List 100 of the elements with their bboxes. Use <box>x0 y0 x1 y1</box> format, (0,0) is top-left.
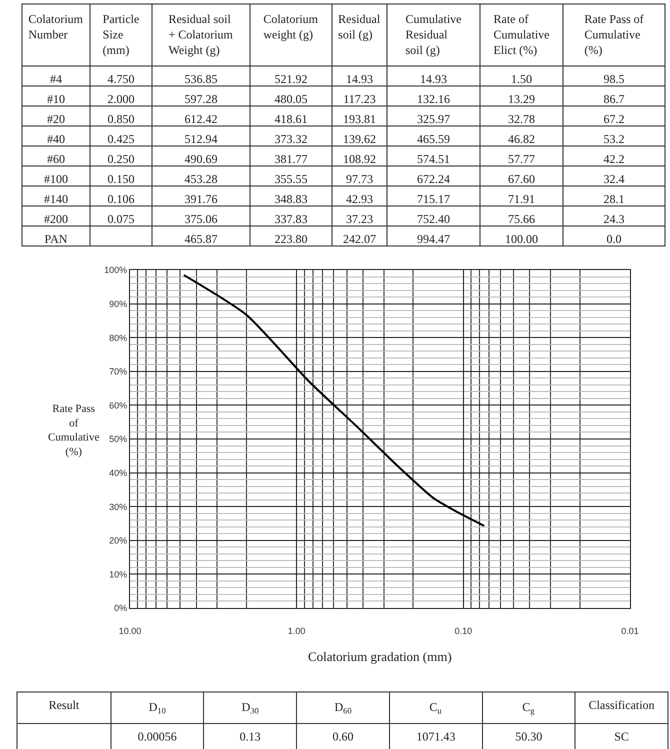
y-tick-label: 60% <box>109 400 128 410</box>
text: 50.30 <box>515 730 542 744</box>
text: SC <box>614 730 629 744</box>
category-label: Classification <box>588 698 655 712</box>
text: 67.2 <box>604 112 624 126</box>
y-tick-label: 90% <box>109 298 128 309</box>
text: #20 <box>47 112 65 126</box>
text: 0.250 <box>108 152 134 166</box>
text: 100.00 <box>505 232 538 246</box>
text: 32.4 <box>604 172 624 186</box>
text: 2.000 <box>108 92 134 106</box>
category-label: Residual soil (g) <box>338 12 381 42</box>
text: #100 <box>44 172 68 186</box>
x-axis-title: Colatorium gradation (mm) <box>308 649 452 664</box>
text: 86.7 <box>604 92 624 106</box>
text: 14.93 <box>420 72 447 86</box>
text: 536.85 <box>184 72 218 86</box>
text: 32.78 <box>508 112 535 126</box>
category-label: D$_{30}$ <box>242 700 259 716</box>
text: 108.92 <box>343 152 376 166</box>
text: 98.5 <box>604 72 624 86</box>
text: 337.83 <box>274 212 308 226</box>
text: 325.97 <box>417 112 450 126</box>
text: 1071.43 <box>416 730 456 744</box>
text: 0.106 <box>108 192 134 206</box>
y-tick-label: 20% <box>109 536 128 546</box>
text: 512.94 <box>184 132 218 146</box>
x-tick-label: 0.01 <box>621 626 639 636</box>
text: 13.29 <box>508 92 535 106</box>
category-label: Rate Pass of Cumulative (%) <box>584 12 644 58</box>
text: 672.24 <box>417 172 450 186</box>
text: PAN <box>44 232 68 246</box>
text: 1.50 <box>511 72 532 86</box>
text: 0.00056 <box>138 730 177 744</box>
text: 574.51 <box>417 152 450 166</box>
y-tick-label: 30% <box>109 502 128 512</box>
y-tick-label: 80% <box>109 332 128 343</box>
text: 42.93 <box>346 192 373 206</box>
text: 4.750 <box>108 72 134 86</box>
category-label: Cumulative Residual soil (g) <box>406 12 462 58</box>
category-label: C$_{g}$ <box>522 700 536 716</box>
text: 0.13 <box>240 730 261 744</box>
text: 597.28 <box>184 92 218 106</box>
category-label: D$_{60}$ <box>334 700 352 716</box>
text: 0.850 <box>108 112 134 126</box>
text: 715.17 <box>417 192 450 206</box>
text: 490.69 <box>184 152 218 166</box>
category-label: C$_{u}$ <box>429 700 442 716</box>
text: 375.06 <box>184 212 218 226</box>
category-label: Residual soil + Colatorium Weight (g) <box>168 12 234 58</box>
y-tick-label: 50% <box>109 434 128 444</box>
text: 46.82 <box>508 132 535 146</box>
text: #10 <box>47 92 65 106</box>
text: 0.60 <box>332 730 354 744</box>
text: 453.28 <box>184 172 218 186</box>
text: 117.23 <box>343 92 376 106</box>
category-label: D$_{10}$ <box>148 700 166 716</box>
text: 348.83 <box>274 192 308 206</box>
text: 752.40 <box>417 212 450 226</box>
text: 0.425 <box>108 132 134 146</box>
text: 53.2 <box>604 132 624 146</box>
y-tick-label: 100% <box>104 265 128 276</box>
category-label: Result <box>48 698 80 712</box>
text: 42.2 <box>604 152 624 166</box>
x-tick-label: 10.00 <box>118 626 142 636</box>
text: 480.05 <box>274 92 308 106</box>
text: 67.60 <box>508 172 535 186</box>
text: 465.59 <box>417 132 450 146</box>
text: #60 <box>47 152 65 166</box>
text: 28.1 <box>604 192 624 206</box>
text: 193.81 <box>343 112 376 126</box>
text: 521.92 <box>274 72 308 86</box>
text: #4 <box>50 72 62 86</box>
text: 75.66 <box>508 212 535 226</box>
y-tick-label: 10% <box>109 569 128 580</box>
text: 0.150 <box>108 172 134 186</box>
text: 223.80 <box>274 232 308 246</box>
category-label: Rate of Cumulative Elict (%) <box>494 12 550 58</box>
text: 391.76 <box>184 192 218 206</box>
text: #40 <box>47 132 65 146</box>
text: 132.16 <box>417 92 450 106</box>
text: 139.62 <box>343 132 376 146</box>
y-tick-label: 0% <box>114 603 128 614</box>
category-label: Particle Size (mm) <box>102 12 140 58</box>
text: 994.47 <box>417 232 450 246</box>
category-label: Colatorium weight (g) <box>263 12 319 42</box>
text: 612.42 <box>184 112 218 126</box>
text: 71.91 <box>508 192 535 206</box>
x-tick-label: 0.10 <box>454 626 472 636</box>
text: 373.32 <box>274 132 308 146</box>
text: 355.55 <box>274 172 308 186</box>
text: 57.77 <box>508 152 535 166</box>
x-tick-label: 1.00 <box>288 626 306 636</box>
text: 24.3 <box>604 212 624 226</box>
y-tick-label: 40% <box>109 468 128 478</box>
text: 381.77 <box>274 152 308 166</box>
text: #200 <box>44 212 68 226</box>
text: 14.93 <box>346 72 373 86</box>
text: #140 <box>44 192 68 206</box>
y-tick-label: 70% <box>109 366 128 377</box>
